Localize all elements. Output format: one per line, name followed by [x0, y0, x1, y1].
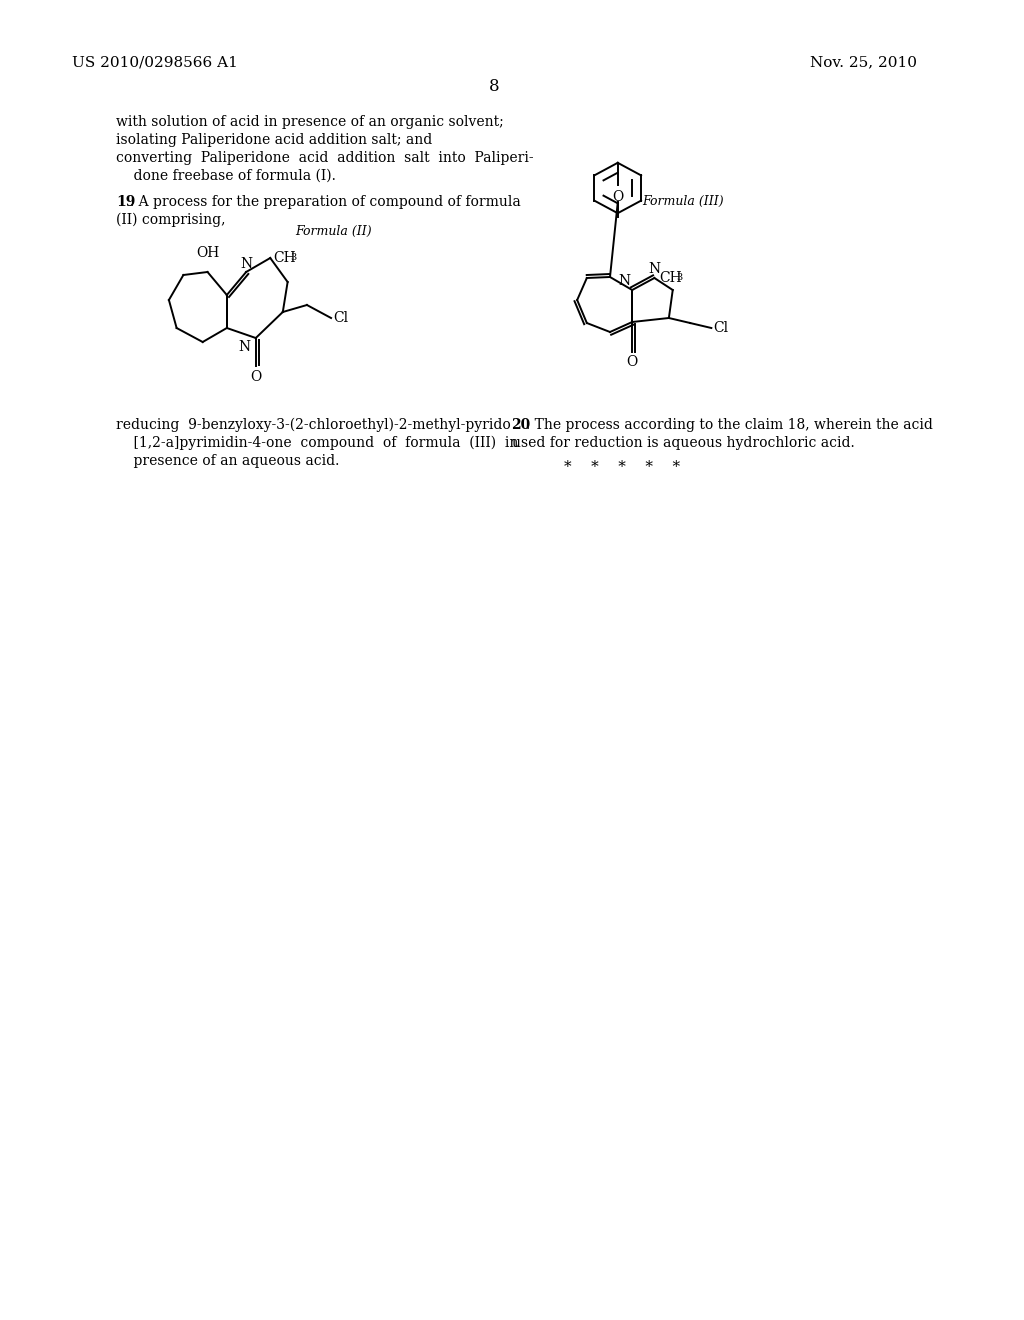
Text: 3: 3: [291, 253, 297, 261]
Text: Cl: Cl: [333, 312, 348, 325]
Text: used for reduction is aqueous hydrochloric acid.: used for reduction is aqueous hydrochlor…: [512, 436, 854, 450]
Text: CH: CH: [659, 271, 682, 285]
Text: reducing  9-benzyloxy-3-(2-chloroethyl)-2-methyl-pyrido: reducing 9-benzyloxy-3-(2-chloroethyl)-2…: [116, 418, 511, 433]
Text: N: N: [648, 261, 660, 276]
Text: [1,2-a]pyrimidin-4-one  compound  of  formula  (III)  in: [1,2-a]pyrimidin-4-one compound of formu…: [116, 436, 518, 450]
Text: . The process according to the claim 18, wherein the acid: . The process according to the claim 18,…: [526, 418, 933, 432]
Text: OH: OH: [196, 246, 219, 260]
Text: 19: 19: [116, 195, 135, 209]
Text: US 2010/0298566 A1: US 2010/0298566 A1: [73, 55, 239, 69]
Text: done freebase of formula (I).: done freebase of formula (I).: [116, 169, 336, 183]
Text: 20: 20: [512, 418, 530, 432]
Text: N: N: [240, 257, 252, 271]
Text: (II) comprising,: (II) comprising,: [116, 213, 225, 227]
Text: O: O: [627, 355, 638, 370]
Text: O: O: [612, 190, 624, 203]
Text: Formula (II): Formula (II): [295, 224, 372, 238]
Text: O: O: [250, 370, 261, 384]
Text: presence of an aqueous acid.: presence of an aqueous acid.: [116, 454, 339, 469]
Text: . A process for the preparation of compound of formula: . A process for the preparation of compo…: [130, 195, 521, 209]
Text: Cl: Cl: [714, 321, 728, 335]
Text: 8: 8: [488, 78, 500, 95]
Text: CH: CH: [273, 251, 296, 265]
Text: with solution of acid in presence of an organic solvent;: with solution of acid in presence of an …: [116, 115, 504, 129]
Text: Nov. 25, 2010: Nov. 25, 2010: [810, 55, 916, 69]
Text: *    *    *    *    *: * * * * *: [564, 459, 681, 474]
Text: N: N: [239, 341, 251, 354]
Text: Formula (III): Formula (III): [642, 195, 724, 209]
Text: 3: 3: [677, 273, 683, 282]
Text: isolating Paliperidone acid addition salt; and: isolating Paliperidone acid addition sal…: [116, 133, 432, 147]
Text: N: N: [618, 275, 630, 288]
Text: converting  Paliperidone  acid  addition  salt  into  Paliperi-: converting Paliperidone acid addition sa…: [116, 150, 534, 165]
